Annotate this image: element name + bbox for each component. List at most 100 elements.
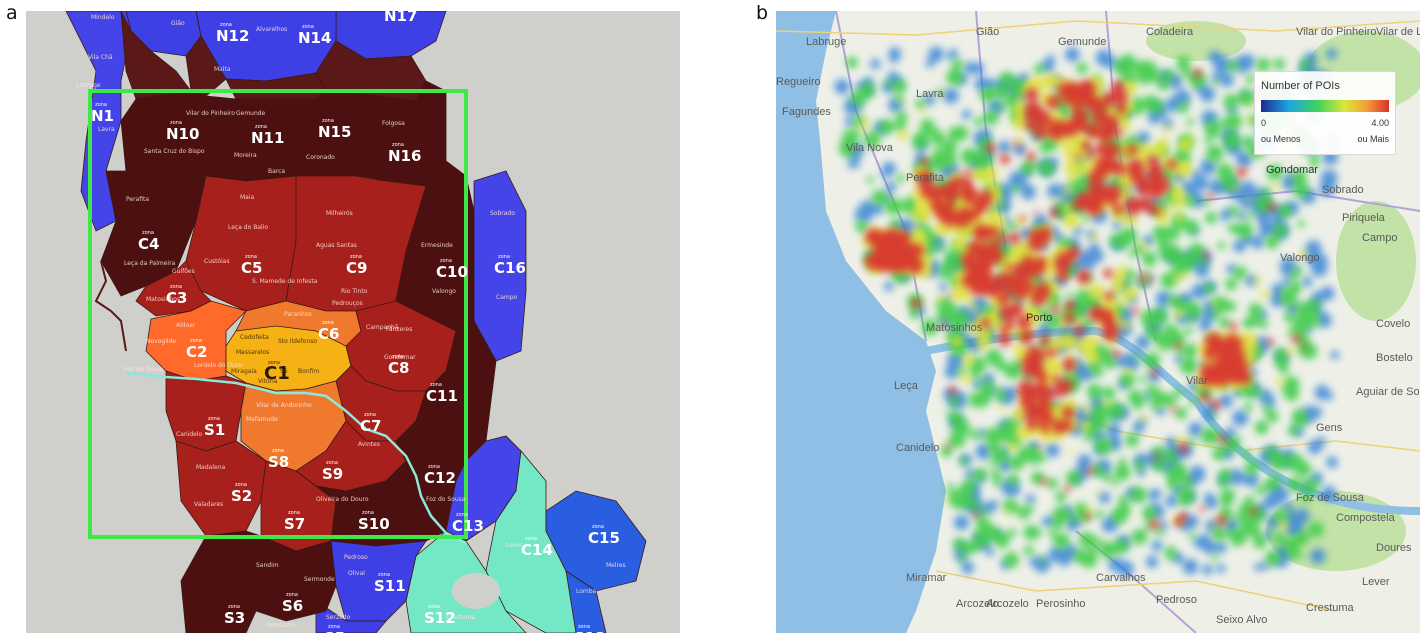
heat-blob-mid: [958, 555, 966, 563]
place-label: Canidelo: [176, 431, 203, 438]
heat-blob-mid: [999, 71, 1015, 87]
heat-blob-mid: [1176, 347, 1185, 356]
heat-blob-mid: [941, 147, 951, 158]
heat-blob-high: [1045, 297, 1055, 306]
heat-blob-low: [1330, 350, 1340, 360]
heat-blob-peak: [998, 333, 1012, 347]
zone-label-c12: C12: [424, 469, 456, 487]
heat-blob-high: [962, 355, 974, 367]
heat-blob-mid: [1212, 79, 1219, 86]
place-label: Milheirós: [326, 210, 353, 217]
map-place-label: Gens: [1316, 422, 1343, 434]
heat-blob-high: [1005, 508, 1011, 514]
heat-blob-high: [1062, 203, 1072, 212]
heat-blob-peak: [1107, 327, 1115, 334]
heat-blob-peak: [1033, 124, 1047, 139]
zone-area-s2: [175, 440, 267, 537]
heat-blob-high: [1233, 185, 1240, 192]
heat-blob-peak: [1215, 356, 1231, 372]
heat-blob-peak: [1239, 372, 1252, 385]
heat-blob-mid: [1309, 158, 1319, 168]
heat-blob-mid: [1265, 235, 1279, 249]
heat-blob-peak: [1084, 123, 1100, 138]
place-label: Coronado: [306, 154, 335, 161]
heat-blob-mid: [1052, 506, 1070, 524]
heat-blob-mid: [1287, 425, 1299, 436]
heat-blob-low: [1156, 406, 1166, 416]
heat-blob-mid: [1295, 531, 1310, 546]
map-place-label: Aguiar de Sousa: [1356, 386, 1420, 398]
heat-blob-mid: [990, 469, 1002, 480]
heat-blob-mid: [1102, 386, 1116, 400]
heat-blob-peak: [1064, 485, 1071, 492]
heat-blob-high: [1065, 369, 1075, 378]
heat-blob-low: [975, 443, 992, 460]
heat-blob-low: [1320, 169, 1338, 187]
heat-blob-mid: [1303, 478, 1319, 494]
zone-label-prefix: zona: [170, 284, 182, 290]
heat-blob-low: [1059, 557, 1069, 567]
zone-area-s13: [565, 570, 607, 633]
heat-blob-low: [1233, 239, 1246, 253]
heat-blob-low: [1025, 494, 1036, 504]
heat-blob-low: [1187, 515, 1199, 528]
heat-blob-low: [1117, 560, 1134, 577]
heat-blob-high: [1139, 241, 1147, 250]
heat-blob-mid: [985, 436, 992, 443]
zone-label-prefix: zona: [95, 102, 107, 108]
heat-blob-high: [1159, 137, 1168, 146]
heat-blob-peak: [1211, 400, 1221, 410]
heat-blob-high: [1095, 491, 1101, 497]
heat-blob-high: [1176, 436, 1186, 446]
heat-blob-peak: [976, 255, 994, 273]
heat-blob-peak: [1106, 194, 1118, 206]
heat-blob-peak: [998, 272, 1014, 288]
heat-blob-high: [1009, 250, 1026, 267]
heat-blob-mid: [958, 456, 968, 466]
heat-blob-mid: [1130, 99, 1146, 115]
heat-blob-mid: [975, 517, 992, 534]
heat-blob-high: [1036, 93, 1045, 102]
heat-blob-high: [1252, 277, 1261, 285]
heat-blob-low: [1198, 319, 1212, 332]
place-label: Vitória: [258, 378, 278, 385]
heat-blob-high: [1246, 115, 1253, 122]
heat-blob-mid: [1182, 476, 1193, 487]
heat-blob-peak: [948, 386, 957, 395]
heat-blob-high: [1286, 347, 1295, 356]
legend-min-value: 0: [1261, 118, 1267, 128]
heat-blob-peak: [1104, 142, 1120, 158]
heat-blob-high: [1159, 208, 1170, 219]
place-label: Aldoar: [176, 322, 196, 329]
heat-blob-mid: [1216, 163, 1234, 181]
heat-blob-high: [1057, 78, 1062, 83]
heat-blob-mid: [1297, 220, 1305, 228]
map-place-label: Labruge: [806, 36, 846, 48]
place-label: Guifões: [172, 268, 195, 275]
map-place-label: Vilar do Pinheiro: [1296, 26, 1377, 38]
heat-blob-peak: [1200, 392, 1211, 402]
heat-blob-mid: [1306, 313, 1321, 328]
place-label: Moreira: [234, 152, 257, 159]
heat-blob-low: [1202, 564, 1213, 575]
place-label: Rio Tinto: [341, 288, 368, 295]
heat-blob-high: [1119, 121, 1131, 132]
heat-blob-mid: [1254, 420, 1269, 435]
heat-blob-low: [1106, 422, 1121, 438]
heat-blob-low: [1041, 516, 1052, 527]
heat-blob-mid: [995, 386, 1004, 394]
heat-blob-low: [961, 561, 974, 574]
heat-blob-mid: [1131, 400, 1141, 409]
heat-blob-mid: [1248, 303, 1263, 318]
heat-blob-peak: [1037, 444, 1042, 449]
heat-blob-mid: [884, 80, 892, 88]
heat-blob-peak: [1148, 187, 1159, 198]
heat-blob-high: [979, 167, 990, 178]
heat-blob-peak: [1053, 389, 1061, 397]
heat-blob-mid: [1119, 371, 1136, 388]
heat-blob-low: [1165, 494, 1178, 508]
heat-blob-mid: [1096, 346, 1114, 363]
heat-blob-mid: [1007, 528, 1017, 537]
heat-blob-mid: [1180, 357, 1198, 375]
heat-blob-mid: [967, 540, 981, 553]
